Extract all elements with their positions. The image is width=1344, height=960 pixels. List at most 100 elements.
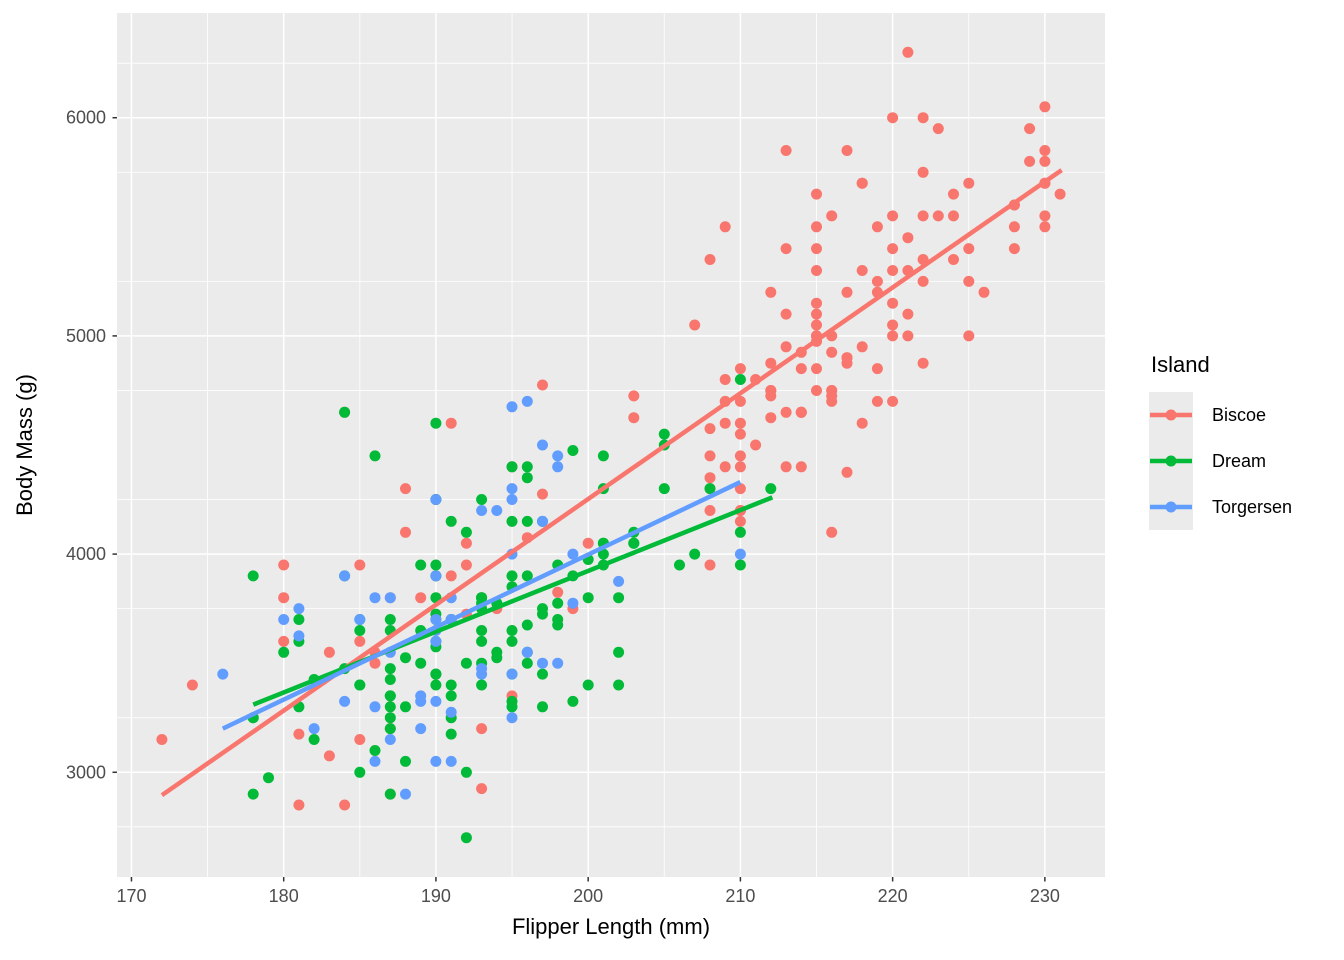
data-point-dream <box>628 537 640 549</box>
data-point-biscoe <box>278 559 290 571</box>
data-point-biscoe <box>765 385 777 396</box>
data-point-dream <box>430 417 442 429</box>
data-point-dream <box>552 619 564 631</box>
data-point-torgersen <box>537 439 548 451</box>
data-point-biscoe <box>887 112 899 124</box>
data-point-biscoe <box>552 586 564 598</box>
data-point-biscoe <box>704 254 716 265</box>
trend-line-torgersen <box>221 480 742 731</box>
data-point-biscoe <box>400 526 411 538</box>
data-point-torgersen <box>308 723 320 735</box>
data-point-dream <box>384 712 396 724</box>
x-tick-label: 210 <box>725 886 755 906</box>
data-point-dream <box>476 679 488 691</box>
data-point-biscoe <box>750 439 762 451</box>
data-point-biscoe <box>856 417 868 429</box>
data-point-dream <box>445 690 457 702</box>
data-point-biscoe <box>948 188 959 200</box>
x-tick-label: 230 <box>1030 886 1060 906</box>
data-point-dream <box>734 559 746 571</box>
data-point-biscoe <box>719 374 731 385</box>
data-point-biscoe <box>354 559 366 571</box>
data-point-biscoe <box>917 210 929 222</box>
data-point-dream <box>704 483 716 495</box>
scatter-points-layer <box>156 46 1066 844</box>
legend-key-biscoe <box>1149 392 1193 438</box>
data-point-torgersen <box>339 695 351 707</box>
data-point-dream <box>400 701 411 713</box>
legend-entry-torgersen: Torgersen <box>1149 484 1292 530</box>
data-point-biscoe <box>978 286 990 298</box>
data-point-biscoe <box>887 265 899 276</box>
data-point-dream <box>400 755 411 767</box>
data-point-biscoe <box>917 275 929 287</box>
data-point-biscoe <box>917 357 929 369</box>
data-point-dream <box>445 679 457 691</box>
data-point-biscoe <box>1039 221 1051 233</box>
axis-tick-marks <box>112 116 1046 882</box>
legend-key-dream <box>1149 438 1193 484</box>
data-point-biscoe <box>811 243 822 255</box>
data-point-biscoe <box>963 330 975 342</box>
data-point-torgersen <box>537 515 548 527</box>
x-tick-label: 220 <box>878 886 908 906</box>
data-point-biscoe <box>186 679 198 691</box>
data-point-dream <box>384 723 396 735</box>
data-point-biscoe <box>278 635 290 647</box>
data-point-dream <box>689 548 701 560</box>
data-point-biscoe <box>902 308 914 320</box>
data-point-dream <box>582 679 594 691</box>
data-point-biscoe <box>795 406 807 418</box>
legend-keys: Biscoe Dream Torgersen <box>1149 392 1292 530</box>
data-point-dream <box>308 734 320 745</box>
data-point-biscoe <box>887 330 899 342</box>
data-point-torgersen <box>506 712 518 724</box>
data-point-biscoe <box>780 308 792 320</box>
data-point-biscoe <box>811 319 822 331</box>
data-point-dream <box>506 701 518 713</box>
data-point-biscoe <box>719 417 731 429</box>
data-point-torgersen <box>415 723 427 735</box>
data-point-torgersen <box>521 646 533 658</box>
data-point-torgersen <box>354 614 366 625</box>
data-point-torgersen <box>430 494 442 505</box>
data-point-dream <box>506 635 518 647</box>
x-axis-title: Flipper Length (mm) <box>512 914 710 939</box>
data-point-dream <box>460 832 472 844</box>
data-point-dream <box>734 374 746 385</box>
data-point-biscoe <box>826 210 838 222</box>
data-point-torgersen <box>400 788 411 800</box>
data-point-dream <box>521 657 533 669</box>
data-point-dream <box>384 788 396 800</box>
plot-panel <box>117 13 1105 877</box>
data-point-dream <box>521 570 533 582</box>
legend-entry-dream: Dream <box>1149 438 1292 484</box>
data-point-dream <box>476 494 488 505</box>
data-point-torgersen <box>734 548 746 560</box>
data-point-dream <box>734 526 746 538</box>
data-point-biscoe <box>963 275 975 287</box>
trend-line-biscoe <box>160 168 1063 798</box>
data-point-dream <box>354 679 366 691</box>
data-point-biscoe <box>887 210 899 222</box>
data-point-torgersen <box>369 592 381 604</box>
data-point-biscoe <box>795 461 807 473</box>
data-point-biscoe <box>811 265 822 276</box>
data-point-dream <box>354 625 366 636</box>
data-point-torgersen <box>521 395 533 407</box>
data-point-biscoe <box>780 243 792 255</box>
data-point-dream <box>339 406 351 418</box>
data-point-biscoe <box>704 505 716 516</box>
data-point-torgersen <box>506 668 518 680</box>
data-point-biscoe <box>811 308 822 320</box>
data-point-dream <box>506 461 518 473</box>
data-point-torgersen <box>293 630 305 642</box>
data-point-biscoe <box>887 319 899 331</box>
data-point-biscoe <box>734 417 746 429</box>
data-point-torgersen <box>506 494 518 505</box>
data-point-biscoe <box>1024 155 1036 167</box>
data-point-dream <box>658 428 670 440</box>
data-point-biscoe <box>811 385 822 396</box>
data-point-biscoe <box>354 734 366 745</box>
